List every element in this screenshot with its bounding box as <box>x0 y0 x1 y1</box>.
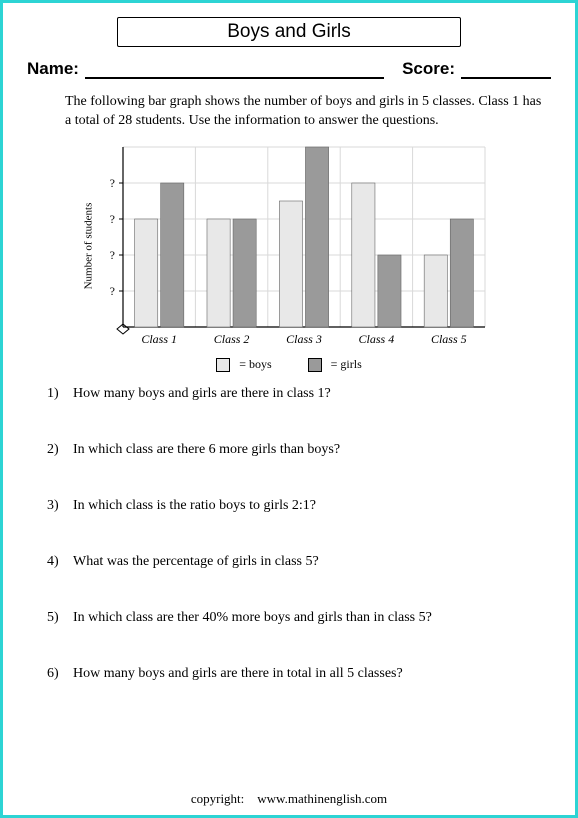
chart-svg: ???? Class 1 Class 2 Class 3 Class 4 Class 5 <box>83 141 491 351</box>
legend-boys-label: = boys <box>239 357 271 371</box>
question: 4)What was the percentage of girls in cl… <box>47 554 543 570</box>
score-blank[interactable] <box>461 60 551 79</box>
question: 5)In which class are ther 40% more boys … <box>47 610 543 626</box>
footer-copyright-label: copyright: <box>191 791 244 806</box>
svg-text:Class 3: Class 3 <box>286 332 322 346</box>
question-number: 2) <box>47 442 73 458</box>
svg-text:?: ? <box>110 176 115 190</box>
question-number: 3) <box>47 498 73 514</box>
question: 1)How many boys and girls are there in c… <box>47 386 543 402</box>
svg-text:Class 4: Class 4 <box>359 332 395 346</box>
name-blank[interactable] <box>85 60 384 79</box>
name-label: Name: <box>27 59 79 79</box>
question-text: How many boys and girls are there in tot… <box>73 666 403 682</box>
legend-boys: = boys <box>216 357 271 372</box>
question: 3)In which class is the ratio boys to gi… <box>47 498 543 514</box>
worksheet-title: Boys and Girls <box>117 17 461 47</box>
question-number: 4) <box>47 554 73 570</box>
name-score-row: Name: Score: <box>27 59 551 79</box>
question-number: 1) <box>47 386 73 402</box>
question: 2)In which class are there 6 more girls … <box>47 442 543 458</box>
score-label: Score: <box>402 59 455 79</box>
question-text: In which class are there 6 more girls th… <box>73 442 340 458</box>
question-text: In which class are ther 40% more boys an… <box>73 610 432 626</box>
bar-chart: Number of students ???? Class 1 Class 2 Cla… <box>83 141 551 351</box>
y-axis-label: Number of students <box>82 202 94 289</box>
footer-site: www.mathinenglish.com <box>257 791 387 806</box>
legend-boys-swatch <box>216 358 230 372</box>
legend-girls-label: = girls <box>331 357 362 371</box>
svg-text:Class 2: Class 2 <box>214 332 250 346</box>
question-text: In which class is the ratio boys to girl… <box>73 498 316 514</box>
footer: copyright: www.mathinenglish.com <box>3 791 575 807</box>
legend-girls-swatch <box>308 358 322 372</box>
question-list: 1)How many boys and girls are there in c… <box>47 386 543 682</box>
svg-text:?: ? <box>110 212 115 226</box>
question-number: 5) <box>47 610 73 626</box>
instruction-text: The following bar graph shows the number… <box>65 93 543 131</box>
question-text: How many boys and girls are there in cla… <box>73 386 331 402</box>
chart-legend: = boys = girls <box>27 357 551 372</box>
legend-girls: = girls <box>308 357 362 372</box>
svg-text:?: ? <box>110 248 115 262</box>
question-number: 6) <box>47 666 73 682</box>
question-text: What was the percentage of girls in clas… <box>73 554 319 570</box>
svg-text:Class 5: Class 5 <box>431 332 467 346</box>
question: 6)How many boys and girls are there in t… <box>47 666 543 682</box>
svg-text:?: ? <box>110 284 115 298</box>
svg-text:Class 1: Class 1 <box>141 332 177 346</box>
